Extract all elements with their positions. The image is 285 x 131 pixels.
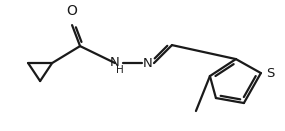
Text: S: S bbox=[266, 67, 274, 80]
Text: N: N bbox=[143, 57, 153, 70]
Text: O: O bbox=[67, 4, 78, 18]
Text: N: N bbox=[110, 56, 120, 69]
Text: H: H bbox=[116, 65, 124, 75]
